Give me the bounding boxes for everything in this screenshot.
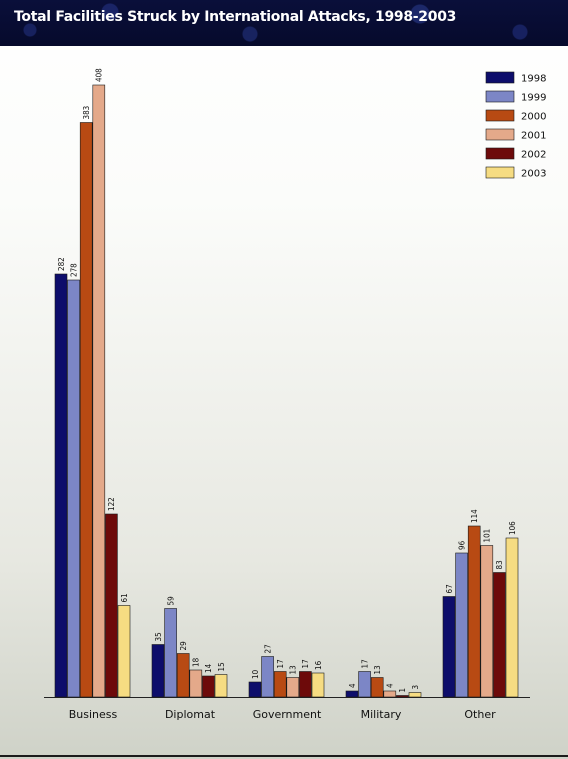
bottom-divider bbox=[0, 755, 568, 757]
bar-2002-government bbox=[299, 671, 312, 698]
data-label-2002-government: 17 bbox=[301, 659, 310, 668]
bar-2002-business bbox=[105, 513, 118, 698]
bar-chart: 2823510467278592717963832917131144081813… bbox=[44, 68, 546, 721]
legend-label-2000: 2000 bbox=[521, 112, 546, 123]
bar-1999-military bbox=[358, 671, 371, 698]
bar-2000-government bbox=[273, 671, 287, 698]
x-tick-label-government: Government bbox=[253, 708, 322, 721]
data-label-1998-business: 282 bbox=[57, 257, 66, 271]
data-label-2001-diplomat: 18 bbox=[192, 657, 201, 667]
bar-1998-military bbox=[345, 690, 359, 698]
data-label-1999-business: 278 bbox=[69, 263, 78, 277]
chart-title: Total Facilities Struck by International… bbox=[14, 9, 457, 25]
data-label-1998-military: 4 bbox=[348, 683, 357, 688]
legend-swatch-2001 bbox=[485, 128, 515, 141]
bar-2003-diplomat bbox=[214, 674, 228, 698]
data-label-2002-military: 1 bbox=[398, 688, 407, 693]
data-label-2002-diplomat: 14 bbox=[204, 663, 213, 673]
bar-1999-diplomat bbox=[164, 608, 177, 698]
bar-2003-government bbox=[311, 672, 325, 698]
bar-1999-government bbox=[261, 656, 274, 698]
bar-1999-other bbox=[455, 552, 468, 698]
legend-swatch-1999 bbox=[485, 90, 515, 103]
bar-2001-business bbox=[92, 84, 106, 698]
x-tick-label-diplomat: Diplomat bbox=[165, 708, 216, 721]
legend-label-1998: 1998 bbox=[521, 74, 546, 85]
data-label-2003-business: 61 bbox=[120, 593, 129, 602]
data-label-2003-other: 106 bbox=[508, 521, 517, 535]
data-label-1998-other: 67 bbox=[445, 584, 454, 593]
data-label-1998-government: 10 bbox=[251, 669, 260, 679]
data-label-1999-diplomat: 59 bbox=[166, 596, 175, 606]
data-label-2001-business: 408 bbox=[95, 68, 104, 82]
legend-label-1999: 1999 bbox=[521, 93, 546, 104]
data-label-2001-other: 101 bbox=[483, 529, 492, 543]
x-tick-label-military: Military bbox=[361, 708, 402, 721]
x-tick-label-business: Business bbox=[69, 708, 118, 721]
bar-2003-business bbox=[117, 605, 131, 698]
x-tick-label-other: Other bbox=[464, 708, 496, 721]
legend-swatch-1998 bbox=[485, 71, 515, 84]
bar-1999-business bbox=[67, 279, 80, 698]
data-label-1998-diplomat: 35 bbox=[154, 632, 163, 641]
legend-swatch-2003 bbox=[485, 166, 515, 179]
bar-1998-other bbox=[442, 596, 456, 698]
bar-2000-business bbox=[79, 122, 93, 698]
data-label-2002-business: 122 bbox=[107, 497, 116, 511]
data-label-2001-military: 4 bbox=[386, 683, 395, 688]
bar-1998-business bbox=[54, 273, 68, 698]
data-label-2000-business: 383 bbox=[82, 106, 91, 120]
data-label-1999-government: 27 bbox=[263, 644, 272, 653]
bar-2002-military bbox=[396, 695, 409, 698]
legend-label-2003: 2003 bbox=[521, 169, 546, 180]
data-label-2000-other: 114 bbox=[470, 509, 479, 523]
header-banner: Total Facilities Struck by International… bbox=[0, 0, 568, 46]
legend-swatch-2002 bbox=[485, 147, 515, 160]
data-label-2003-government: 16 bbox=[314, 660, 323, 670]
data-label-2003-diplomat: 15 bbox=[217, 662, 226, 671]
bar-2002-other bbox=[493, 572, 506, 698]
bar-2001-military bbox=[383, 690, 397, 698]
bar-2001-diplomat bbox=[189, 669, 203, 698]
data-label-2002-other: 83 bbox=[495, 560, 504, 569]
bar-2000-diplomat bbox=[176, 653, 190, 698]
bar-2001-government bbox=[286, 677, 300, 698]
data-label-2000-government: 17 bbox=[276, 659, 285, 668]
data-label-2003-military: 3 bbox=[411, 685, 420, 690]
bar-1998-diplomat bbox=[151, 644, 165, 698]
bar-2003-other bbox=[505, 537, 519, 698]
bar-1998-government bbox=[248, 681, 262, 698]
bar-2000-other bbox=[467, 525, 481, 698]
data-label-2000-diplomat: 29 bbox=[179, 641, 188, 651]
data-label-1999-other: 96 bbox=[457, 540, 466, 550]
bar-2001-other bbox=[480, 545, 494, 698]
bar-2002-diplomat bbox=[202, 675, 215, 698]
data-label-2000-military: 13 bbox=[373, 665, 382, 674]
legend-label-2001: 2001 bbox=[521, 131, 546, 142]
legend-label-2002: 2002 bbox=[521, 150, 546, 161]
legend-swatch-2000 bbox=[485, 109, 515, 122]
data-label-1999-military: 17 bbox=[360, 659, 369, 668]
bar-2003-military bbox=[408, 692, 422, 698]
bar-2000-military bbox=[370, 677, 384, 698]
data-label-2001-government: 13 bbox=[289, 665, 298, 674]
